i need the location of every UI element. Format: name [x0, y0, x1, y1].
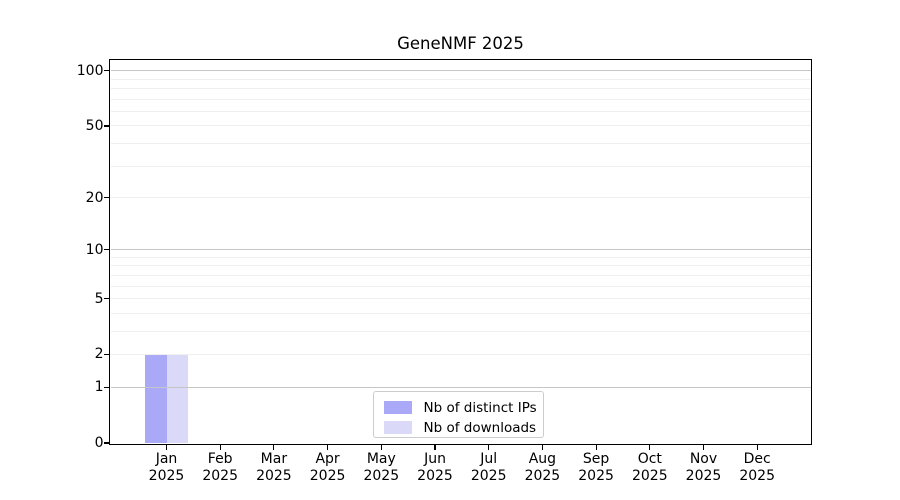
x-tick-label: Jul 2025	[470, 451, 507, 484]
x-tick	[434, 444, 436, 450]
x-tick-label: Apr 2025	[309, 451, 346, 484]
y-gridline-major	[110, 386, 811, 388]
x-tick	[273, 444, 275, 450]
y-gridline-minor	[110, 353, 811, 355]
y-gridline-minor	[110, 312, 811, 314]
x-tick-label: May 2025	[363, 451, 400, 484]
y-gridline-minor	[110, 111, 811, 113]
x-tick	[488, 444, 490, 450]
y-gridline-minor	[110, 285, 811, 287]
y-gridline-minor	[110, 78, 811, 80]
x-tick-label: Aug 2025	[524, 451, 561, 484]
y-tick-label: 0	[94, 435, 104, 451]
y-tick-label: 10	[85, 241, 104, 258]
x-tick-label: Mar 2025	[256, 451, 292, 484]
x-tick	[165, 444, 168, 450]
y-gridline-minor	[110, 143, 811, 145]
y-gridline-minor	[110, 98, 811, 100]
y-tick-label: 5	[94, 290, 104, 307]
x-tick-label: Nov 2025	[685, 451, 722, 484]
legend-item-downloads: Nb of downloads	[383, 418, 543, 438]
y-gridline-minor	[110, 265, 811, 267]
bar-downloads	[166, 354, 188, 443]
y-gridline-minor	[110, 125, 811, 127]
y-tick	[104, 249, 110, 251]
legend-item-distinct-ips: Nb of distinct IPs	[383, 398, 543, 418]
x-tick	[541, 444, 543, 450]
y-tick	[104, 196, 110, 199]
y-tick	[104, 353, 110, 355]
y-gridline-minor	[110, 197, 811, 199]
x-tick-label: Jun 2025	[417, 451, 453, 484]
legend-label-downloads: Nb of downloads	[423, 419, 537, 436]
legend-swatch-downloads	[383, 420, 412, 435]
chart-title: GeneNMF 2025	[397, 34, 524, 53]
x-tick-label: Sep 2025	[578, 451, 614, 484]
legend-label-distinct-ips: Nb of distinct IPs	[423, 399, 537, 416]
y-tick	[104, 386, 110, 388]
y-tick-label: 1	[94, 379, 104, 396]
y-tick-label: 100	[76, 62, 104, 79]
y-tick-label: 50	[85, 117, 104, 134]
legend-swatch-distinct-ips	[383, 400, 412, 415]
x-tick-label: Feb 2025	[202, 451, 238, 484]
y-gridline-minor	[110, 165, 811, 167]
x-tick	[380, 444, 382, 450]
y-tick	[104, 70, 110, 72]
x-tick	[702, 444, 705, 450]
x-tick	[327, 444, 329, 450]
x-tick	[219, 444, 221, 450]
x-tick	[756, 444, 758, 450]
bar-distinct-ips	[145, 354, 167, 443]
x-tick	[595, 444, 597, 450]
y-gridline-minor	[110, 256, 811, 258]
y-gridline-major	[110, 70, 811, 72]
y-gridline-minor	[110, 298, 811, 300]
y-gridline-minor	[110, 88, 811, 90]
y-tick	[104, 297, 110, 300]
y-tick-label: 20	[85, 189, 104, 206]
y-tick-label: 2	[94, 346, 104, 363]
y-gridline-minor	[110, 274, 811, 276]
y-gridline-major	[110, 249, 811, 251]
legend: Nb of distinct IPs Nb of downloads	[372, 390, 544, 438]
x-tick-label: Jan 2025	[148, 451, 185, 484]
y-gridline-minor	[110, 330, 811, 332]
y-tick	[104, 125, 110, 127]
x-tick-label: Dec 2025	[739, 451, 775, 484]
x-tick-label: Oct 2025	[631, 451, 668, 484]
y-tick	[104, 442, 110, 444]
x-tick	[649, 444, 651, 450]
